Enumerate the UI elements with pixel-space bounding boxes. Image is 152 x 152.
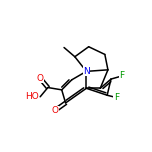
- Text: O: O: [51, 106, 58, 115]
- Text: HO: HO: [25, 92, 39, 101]
- Text: F: F: [119, 71, 124, 81]
- Text: O: O: [37, 74, 44, 83]
- Text: N: N: [83, 67, 90, 76]
- Text: F: F: [114, 93, 119, 102]
